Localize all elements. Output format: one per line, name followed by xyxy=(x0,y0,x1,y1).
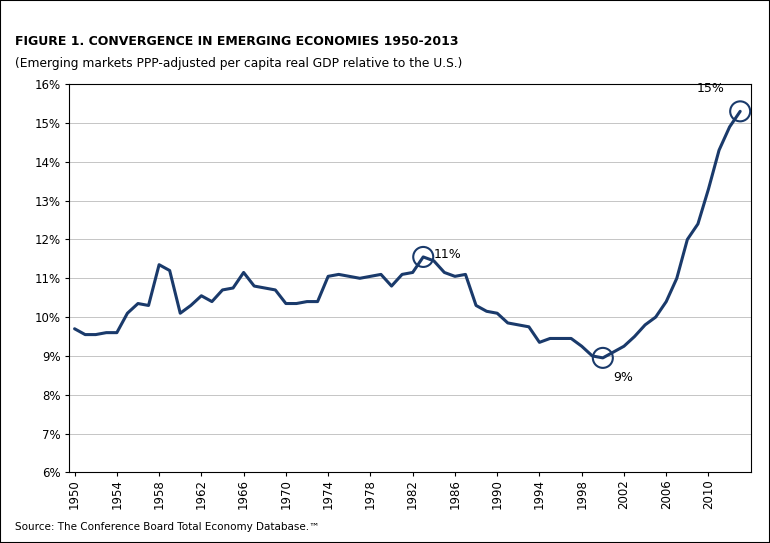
Text: 15%: 15% xyxy=(696,81,725,94)
Text: 9%: 9% xyxy=(614,371,633,384)
Text: FIGURE 1. CONVERGENCE IN EMERGING ECONOMIES 1950-2013: FIGURE 1. CONVERGENCE IN EMERGING ECONOM… xyxy=(15,35,459,48)
Text: Source: The Conference Board Total Economy Database.™: Source: The Conference Board Total Econo… xyxy=(15,522,320,532)
Text: 11%: 11% xyxy=(434,249,461,262)
Text: (Emerging markets PPP-adjusted per capita real GDP relative to the U.S.): (Emerging markets PPP-adjusted per capit… xyxy=(15,57,463,70)
